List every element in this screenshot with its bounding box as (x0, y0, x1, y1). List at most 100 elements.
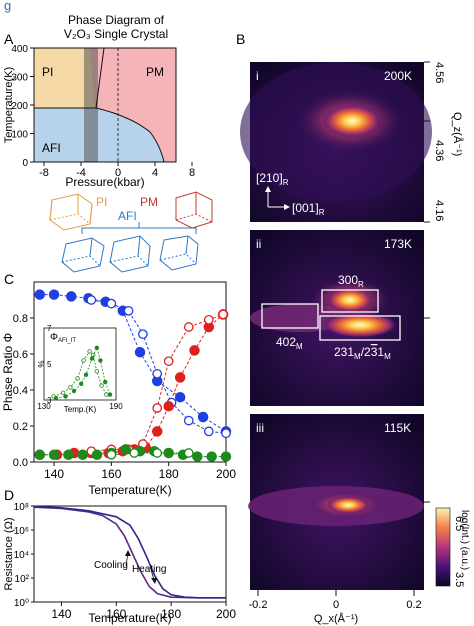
inset-point (99, 383, 104, 388)
c-point (203, 426, 214, 437)
c-point (34, 289, 45, 300)
d-y-tick-label: 10⁸ (14, 502, 29, 513)
c-series-line-1 (91, 299, 227, 434)
phase-x-ticks: -8 -4 0 4 8 (39, 162, 195, 179)
phase-x-tick-label: 8 (189, 167, 195, 179)
c-point (151, 426, 163, 437)
inset-point (94, 345, 99, 350)
box-231 (319, 315, 401, 341)
phase-x-tick-label: -4 (76, 167, 86, 179)
region-afi (34, 108, 164, 162)
c-point (220, 451, 232, 462)
label-pi: PI (42, 65, 53, 79)
peak-402-label: 402M (276, 335, 303, 351)
d-x-tick-label: 180 (161, 607, 181, 621)
qz-tick-416: 4.16 (433, 200, 445, 221)
phase-ratio-chart: 140 160 180 200 0.0 0.2 0.4 0.6 0.8 Phase Ratio … (1, 281, 237, 497)
crystal-pm-label: PM (140, 195, 158, 209)
c-point (66, 291, 77, 302)
inset-xlabel: Temp.(K) (64, 405, 97, 414)
peak-300-label: 300R (338, 273, 364, 289)
panel-b-letter: B (236, 31, 245, 47)
c-x-tick-label: 180 (159, 467, 179, 481)
colorbar (435, 507, 451, 587)
peak-231-label: 231M/231M (334, 345, 391, 361)
c-point (183, 322, 194, 332)
dir-label-001: [001]R (292, 201, 325, 217)
dir-arrow-up-head (265, 186, 271, 192)
map-iii-peak (326, 496, 370, 514)
inset-y-tick-label: 5 (47, 360, 52, 369)
resistance-ticks: 140 160 180 200 10⁸ 10⁶ 10⁴ 10² 10⁰ (14, 502, 237, 621)
inset-point (87, 349, 92, 354)
phase-x-tick-label: -8 (39, 167, 49, 179)
phase-y-ticks: 400 300 200 100 0 (11, 44, 34, 169)
colorbar-max: 6.5 (453, 516, 465, 531)
c-point (91, 449, 103, 461)
qz-tick-436: 4.36 (433, 140, 445, 161)
resistance-ylabel: Resistance (Ω) (3, 517, 15, 590)
c-point (174, 372, 186, 383)
map-iii-temp: 115K (384, 421, 411, 435)
inset-frame (43, 327, 117, 401)
map-i-peak (322, 104, 382, 138)
phase-y-tick-label: 100 (11, 130, 28, 141)
phase-xlabel: Pressure(kbar) (65, 175, 144, 189)
inset-point (104, 392, 109, 397)
qx-tick-zero: 0 (333, 599, 339, 611)
inset-point (89, 356, 95, 361)
map-ii-300-peak (326, 287, 374, 313)
map-i-roman: i (256, 69, 259, 83)
c-point (129, 448, 140, 458)
inset-point (71, 388, 77, 394)
c-point (120, 444, 131, 455)
inset-line-0 (53, 350, 107, 397)
phase-y-tick-label: 200 (11, 101, 28, 112)
colorbar-label: log(Int.) (a.u.) (459, 510, 470, 570)
phase-ratio-points (34, 289, 232, 462)
inset-ticks: 130 190 7 5 3 (37, 324, 123, 411)
phase-y-tick-label: 300 (11, 73, 28, 84)
inset-ylabel: % (37, 360, 46, 367)
c-point (77, 449, 88, 461)
c-point (218, 309, 228, 320)
c-point (174, 391, 186, 403)
inset-y-tick-label: 3 (47, 396, 52, 405)
qx-tick-pos: 0.2 (406, 599, 421, 611)
c-point (163, 400, 174, 412)
box-402 (261, 303, 319, 329)
phase-diagram: PI PM AFI 400 300 200 100 0 -8 -4 0 4 8 Temperat… (3, 44, 195, 189)
crystal-pm-icon (175, 191, 213, 229)
inset-point (78, 381, 84, 386)
c-point (123, 305, 134, 316)
region-pi (34, 48, 96, 108)
inset-point (94, 369, 99, 374)
phase-ratio-ticks: 140 160 180 200 0.0 0.2 0.4 0.6 0.8 (13, 313, 237, 481)
panel-a-letter: A (4, 31, 14, 47)
heating-label: Heating (132, 564, 166, 575)
c-y-tick-label: 0.6 (13, 349, 28, 361)
c-point (183, 448, 194, 458)
c-x-tick-label: 160 (101, 467, 121, 481)
d-y-tick-label: 10⁶ (14, 526, 29, 537)
map-ii-temp: 173K (384, 237, 412, 251)
inset-label: ΦAFI_IT (50, 332, 76, 344)
inset-point (81, 358, 86, 363)
grey-band (84, 48, 98, 162)
heating-arrow (149, 565, 155, 581)
xrd-map-iii: iii 115K (248, 414, 424, 590)
c-point (106, 298, 117, 309)
panel-c-letter: C (4, 271, 14, 287)
c-point (152, 403, 163, 413)
phase-ratio-ylabel: Phase Ratio Φ (1, 333, 15, 411)
inset-point (102, 379, 108, 385)
xrd-map-ii: ii 173K 300R 402M 231M/231M (250, 230, 424, 406)
map-ii-231-peak (322, 312, 398, 338)
d-y-tick-label: 10² (15, 574, 30, 585)
phase-y-tick-label: 400 (11, 44, 28, 55)
c-point (34, 449, 45, 461)
resistance-curve-1 (33, 505, 226, 599)
crystal-afi-icon-1 (61, 237, 105, 273)
crystal-pi-label: PI (96, 195, 107, 209)
c-y-tick-label: 0.2 (13, 421, 28, 433)
